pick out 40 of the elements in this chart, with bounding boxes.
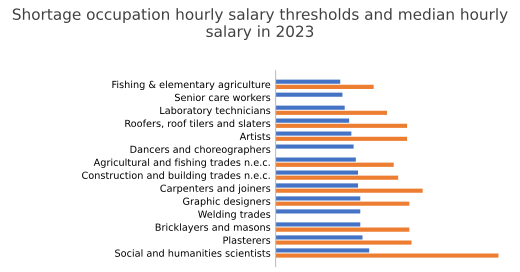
bar bbox=[276, 188, 423, 193]
chart-title: Shortage occupation hourly salary thresholds and median hourly salary in 2023 bbox=[12, 8, 508, 40]
bar bbox=[276, 132, 352, 136]
bar bbox=[276, 196, 360, 201]
bar bbox=[276, 84, 374, 89]
y-tick-label: Dancers and choreographers bbox=[130, 145, 270, 155]
bar bbox=[276, 92, 342, 97]
bar bbox=[276, 176, 398, 180]
y-tick-label: Laboratory technicians bbox=[160, 106, 270, 116]
y-tick-label: Social and humanities scientists bbox=[115, 249, 270, 257]
y-tick-label: Agricultural and fishing trades n.e.c. bbox=[94, 158, 270, 168]
bar bbox=[276, 157, 356, 162]
bar bbox=[276, 222, 360, 227]
y-tick-label: Fishing & elementary agriculture bbox=[112, 80, 270, 90]
bar bbox=[276, 183, 358, 188]
bar bbox=[276, 254, 498, 258]
y-tick-label: Welding trades bbox=[198, 210, 270, 220]
bar bbox=[276, 136, 408, 141]
bar bbox=[276, 209, 360, 214]
bar bbox=[276, 118, 350, 123]
bar bbox=[276, 235, 363, 240]
y-tick-label: Roofers, roof tilers and slaters bbox=[125, 120, 270, 128]
bar bbox=[276, 170, 358, 175]
y-tick-label: Senior care workers bbox=[174, 94, 270, 102]
y-tick-label: Artists bbox=[240, 132, 270, 140]
bar bbox=[276, 240, 412, 245]
bar bbox=[276, 106, 345, 110]
bar bbox=[276, 110, 388, 115]
bar bbox=[276, 248, 370, 252]
y-tick-label: Construction and building trades n.e.c. bbox=[82, 171, 270, 181]
bar bbox=[276, 124, 408, 128]
y-tick-label: Graphic designers bbox=[183, 197, 270, 207]
y-tick-label: Bricklayers and masons bbox=[156, 223, 270, 233]
y-tick-label: Plasterers bbox=[223, 236, 270, 244]
bar bbox=[276, 162, 394, 167]
bar bbox=[276, 228, 410, 232]
y-tick-label: Carpenters and joiners bbox=[160, 184, 270, 194]
bar bbox=[276, 80, 340, 84]
bar bbox=[276, 144, 354, 149]
bar bbox=[276, 202, 410, 206]
